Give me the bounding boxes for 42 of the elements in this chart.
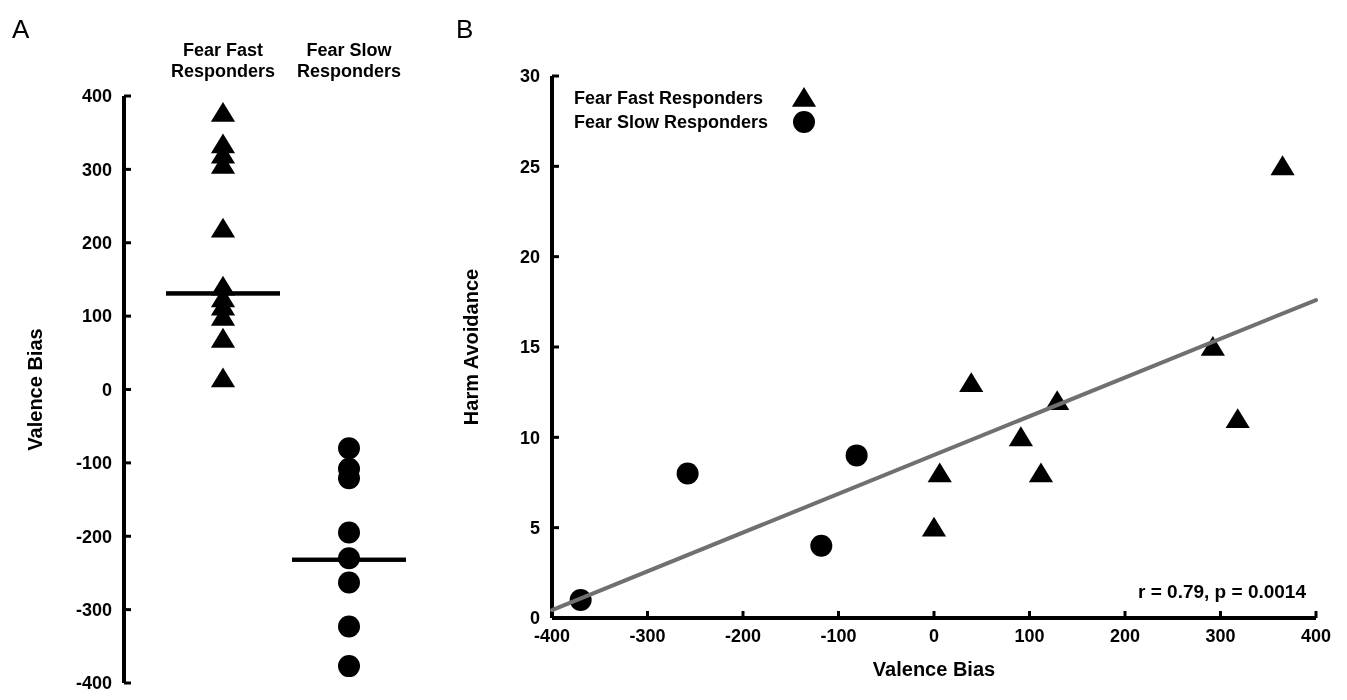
x-tick-label: -300 <box>629 626 666 646</box>
y-tick-label: 5 <box>529 517 540 538</box>
legend-label: Fear Fast Responders <box>574 88 764 109</box>
x-tick-label: -100 <box>820 626 857 646</box>
x-tick-label: 0 <box>928 626 940 646</box>
point <box>1225 408 1250 429</box>
y-tick-label: 200 <box>81 233 112 254</box>
point <box>959 372 984 392</box>
y-tick-label: -100 <box>75 453 112 474</box>
point <box>921 516 947 537</box>
y-tick-label: 0 <box>101 379 112 400</box>
y-tick-label: 15 <box>519 337 540 358</box>
x-tick-label: 200 <box>1109 626 1141 646</box>
y-axis-title: Valence Bias <box>24 328 46 451</box>
y-tick-label: 30 <box>519 66 540 87</box>
y-tick-label: -300 <box>75 599 112 620</box>
y-tick-label: 0 <box>529 608 540 629</box>
y-tick-label: 25 <box>519 156 540 177</box>
y-tick-label: -200 <box>75 526 112 547</box>
point <box>810 534 833 557</box>
y-tick-label: 10 <box>519 427 540 448</box>
chart-title: B <box>456 14 474 44</box>
x-tick-label: 100 <box>1014 626 1045 646</box>
x-tick-label: -200 <box>724 626 762 646</box>
point <box>1270 155 1295 176</box>
y-tick-label: 300 <box>81 159 112 180</box>
y-axis-title: Harm Avoidance <box>460 268 482 426</box>
chart-title: A <box>12 14 30 44</box>
point <box>1028 462 1054 483</box>
y-tick-label: 100 <box>81 306 112 327</box>
point <box>676 462 699 485</box>
annotation: r = 0.79, p = 0.0014 <box>1138 581 1307 602</box>
y-tick-label: 20 <box>519 246 540 267</box>
x-tick-label: 300 <box>1205 626 1236 646</box>
point <box>927 462 952 483</box>
point <box>1008 426 1033 447</box>
point <box>845 444 868 467</box>
y-tick-label: -400 <box>75 673 112 694</box>
legend-label: Fear Slow Responders <box>574 112 769 133</box>
x-tick-label: 400 <box>1300 626 1332 646</box>
x-axis-title: Valence Bias <box>872 658 996 680</box>
y-tick-label: 400 <box>81 86 112 107</box>
